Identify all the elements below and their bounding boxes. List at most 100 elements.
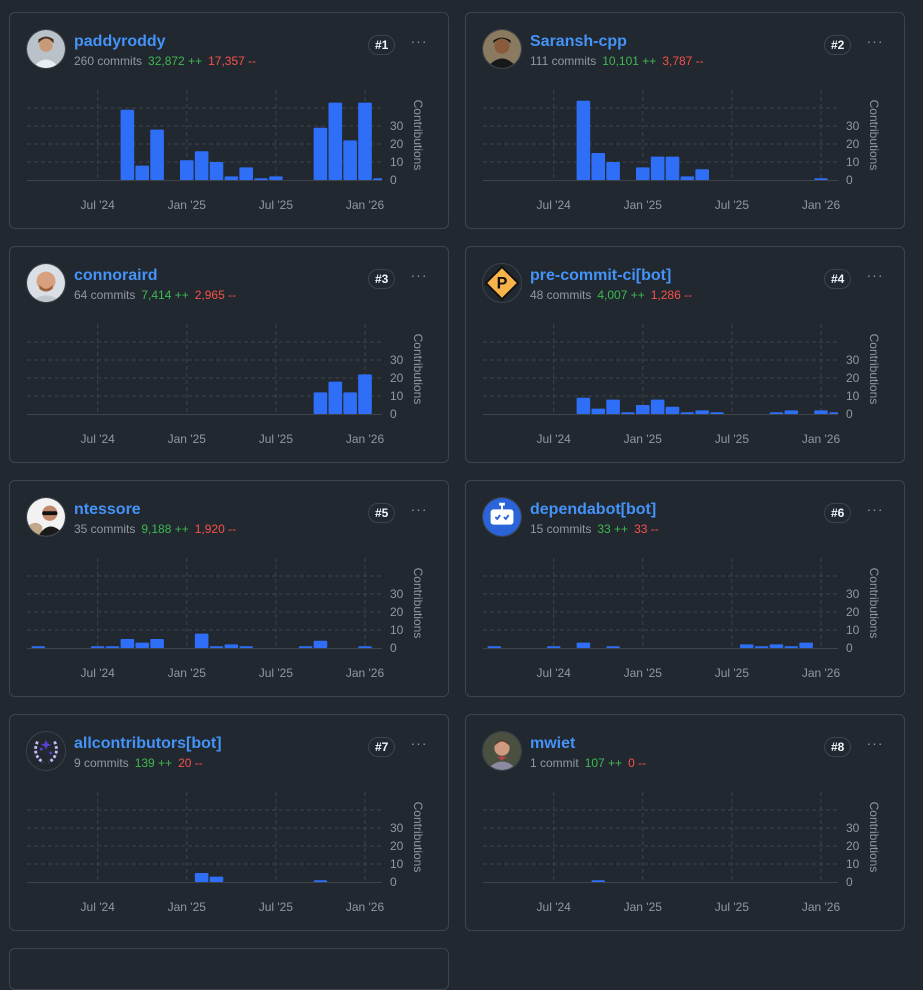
deletions-count: 33 --	[634, 522, 659, 536]
contribution-bar	[784, 646, 799, 648]
laurel-sparkle-icon[interactable]	[26, 731, 66, 771]
y-tick-label: 30	[390, 587, 404, 601]
kebab-menu-icon[interactable]: ···	[866, 33, 884, 49]
contribution-bar	[769, 644, 784, 648]
contributor-card: mwiet 1 commit 107 ++ 0 -- #8 ··· Jul '24 Ja…	[465, 714, 905, 931]
contributor-name-link[interactable]: pre-commit-ci[bot]	[530, 267, 672, 284]
additions-count: 107 ++	[584, 756, 623, 770]
contributor-name-link[interactable]: mwiet	[530, 735, 576, 752]
user-photo-avatar[interactable]	[26, 263, 66, 303]
contribution-bar	[784, 410, 799, 414]
deletions-count: 0 --	[628, 756, 647, 770]
y-tick-label: 30	[846, 119, 860, 133]
contributor-stats: 48 commits 4,007 ++ 1,286 --	[530, 288, 692, 302]
x-tick-label: Jan '26	[802, 666, 841, 680]
deletions-count: 2,965 --	[194, 288, 237, 302]
user-photo-avatar[interactable]	[26, 29, 66, 69]
x-tick-label: Jan '26	[802, 432, 841, 446]
x-tick-label: Jul '25	[259, 432, 294, 446]
contribution-bar	[135, 642, 150, 648]
x-tick-label: Jul '24	[81, 198, 116, 212]
contribution-bar	[606, 162, 620, 180]
contributions-bar-chart: Jul '24 Jan '25 Jul '25 Jan '26 0 10 20 30 Contr…	[27, 324, 425, 446]
deletions-count: 1,920 --	[194, 522, 237, 536]
commit-count-link[interactable]: 9 commits	[74, 756, 129, 770]
y-tick-label: 30	[390, 821, 404, 835]
deletions-count: 20 --	[178, 756, 203, 770]
contributor-card: connoraird 64 commits 7,414 ++ 2,965 -- #3…	[9, 246, 449, 463]
contribution-bar	[710, 412, 724, 414]
contributor-card: paddyroddy 260 commits 32,872 ++ 17,357 --…	[9, 12, 449, 229]
x-tick-label: Jan '26	[346, 900, 385, 914]
contribution-bar	[313, 127, 328, 180]
contribution-bar	[224, 644, 239, 648]
commit-count-link[interactable]: 48 commits	[530, 288, 592, 302]
y-tick-label: 0	[390, 641, 397, 655]
commit-count-link[interactable]: 35 commits	[74, 522, 136, 536]
kebab-menu-icon[interactable]: ···	[410, 33, 428, 49]
contribution-bar	[487, 646, 502, 648]
user-photo-avatar[interactable]	[26, 497, 66, 537]
y-axis-label: Contributions	[411, 334, 425, 405]
commit-count-link[interactable]: 1 commit	[530, 756, 579, 770]
contributor-stats: 111 commits 10,101 ++ 3,787 --	[530, 54, 704, 68]
contribution-bar	[358, 102, 372, 180]
y-tick-label: 20	[846, 839, 860, 853]
kebab-menu-icon[interactable]: ···	[866, 267, 884, 283]
commit-count-link[interactable]: 64 commits	[74, 288, 136, 302]
contributor-card: dependabot[bot] 15 commits 33 ++ 33 -- #6 …	[465, 480, 905, 697]
contribution-bar	[31, 646, 46, 648]
contributor-name-link[interactable]: allcontributors[bot]	[74, 735, 222, 752]
deletions-count: 3,787 --	[662, 54, 704, 68]
x-tick-label: Jan '25	[624, 666, 663, 680]
contribution-bar	[239, 167, 253, 180]
y-tick-label: 30	[846, 821, 860, 835]
y-tick-label: 20	[846, 605, 860, 619]
kebab-menu-icon[interactable]: ···	[410, 267, 428, 283]
contribution-bar	[754, 646, 769, 648]
contribution-bar	[546, 646, 561, 648]
kebab-menu-icon[interactable]: ···	[866, 501, 884, 517]
contribution-bar	[90, 646, 105, 648]
commit-count-link[interactable]: 15 commits	[530, 522, 592, 536]
user-photo-avatar[interactable]	[482, 731, 522, 771]
deletions-count: 1,286 --	[650, 288, 693, 302]
commit-count-link[interactable]: 111 commits	[530, 54, 597, 68]
contribution-bar	[313, 880, 328, 882]
kebab-menu-icon[interactable]: ···	[410, 735, 428, 751]
y-tick-label: 10	[390, 389, 404, 403]
x-tick-label: Jul '25	[259, 900, 294, 914]
pre-commit-logo-icon[interactable]: P	[482, 263, 522, 303]
commit-count-link[interactable]: 260 commits	[74, 54, 143, 68]
user-photo-avatar[interactable]	[482, 29, 522, 69]
contribution-bar	[635, 167, 650, 180]
contribution-bar	[591, 408, 606, 414]
bar-series	[576, 100, 828, 180]
y-tick-label: 20	[390, 839, 404, 853]
kebab-menu-icon[interactable]: ···	[866, 735, 884, 751]
contribution-bar	[239, 646, 253, 648]
contributor-name-link[interactable]: connoraird	[74, 267, 158, 284]
contribution-bar	[373, 178, 382, 180]
contributor-name-link[interactable]: Saransh-cpp	[530, 33, 627, 50]
contributor-stats: 260 commits 32,872 ++ 17,357 --	[74, 54, 256, 68]
x-tick-label: Jan '25	[624, 198, 663, 212]
contribution-bar	[194, 151, 209, 180]
contributor-name-link[interactable]: dependabot[bot]	[530, 501, 657, 518]
contributor-name-link[interactable]: paddyroddy	[74, 33, 166, 50]
contribution-bar	[695, 169, 709, 180]
contributions-bar-chart: Jul '24 Jan '25 Jul '25 Jan '26 0 10 20 30 Contr…	[483, 792, 881, 914]
contribution-bar	[635, 405, 650, 414]
contribution-bar	[695, 410, 709, 414]
x-tick-label: Jul '24	[81, 900, 116, 914]
contributor-card: Saransh-cpp 111 commits 10,101 ++ 3,787 --…	[465, 12, 905, 229]
contribution-bar	[343, 392, 357, 414]
x-tick-label: Jul '24	[537, 900, 572, 914]
contributor-stats: 15 commits 33 ++ 33 --	[530, 522, 659, 536]
contribution-bar	[150, 129, 164, 180]
y-tick-label: 30	[846, 353, 860, 367]
y-tick-label: 30	[390, 119, 404, 133]
kebab-menu-icon[interactable]: ···	[410, 501, 428, 517]
contributor-name-link[interactable]: ntessore	[74, 501, 141, 518]
dependabot-robot-icon[interactable]	[482, 497, 522, 537]
